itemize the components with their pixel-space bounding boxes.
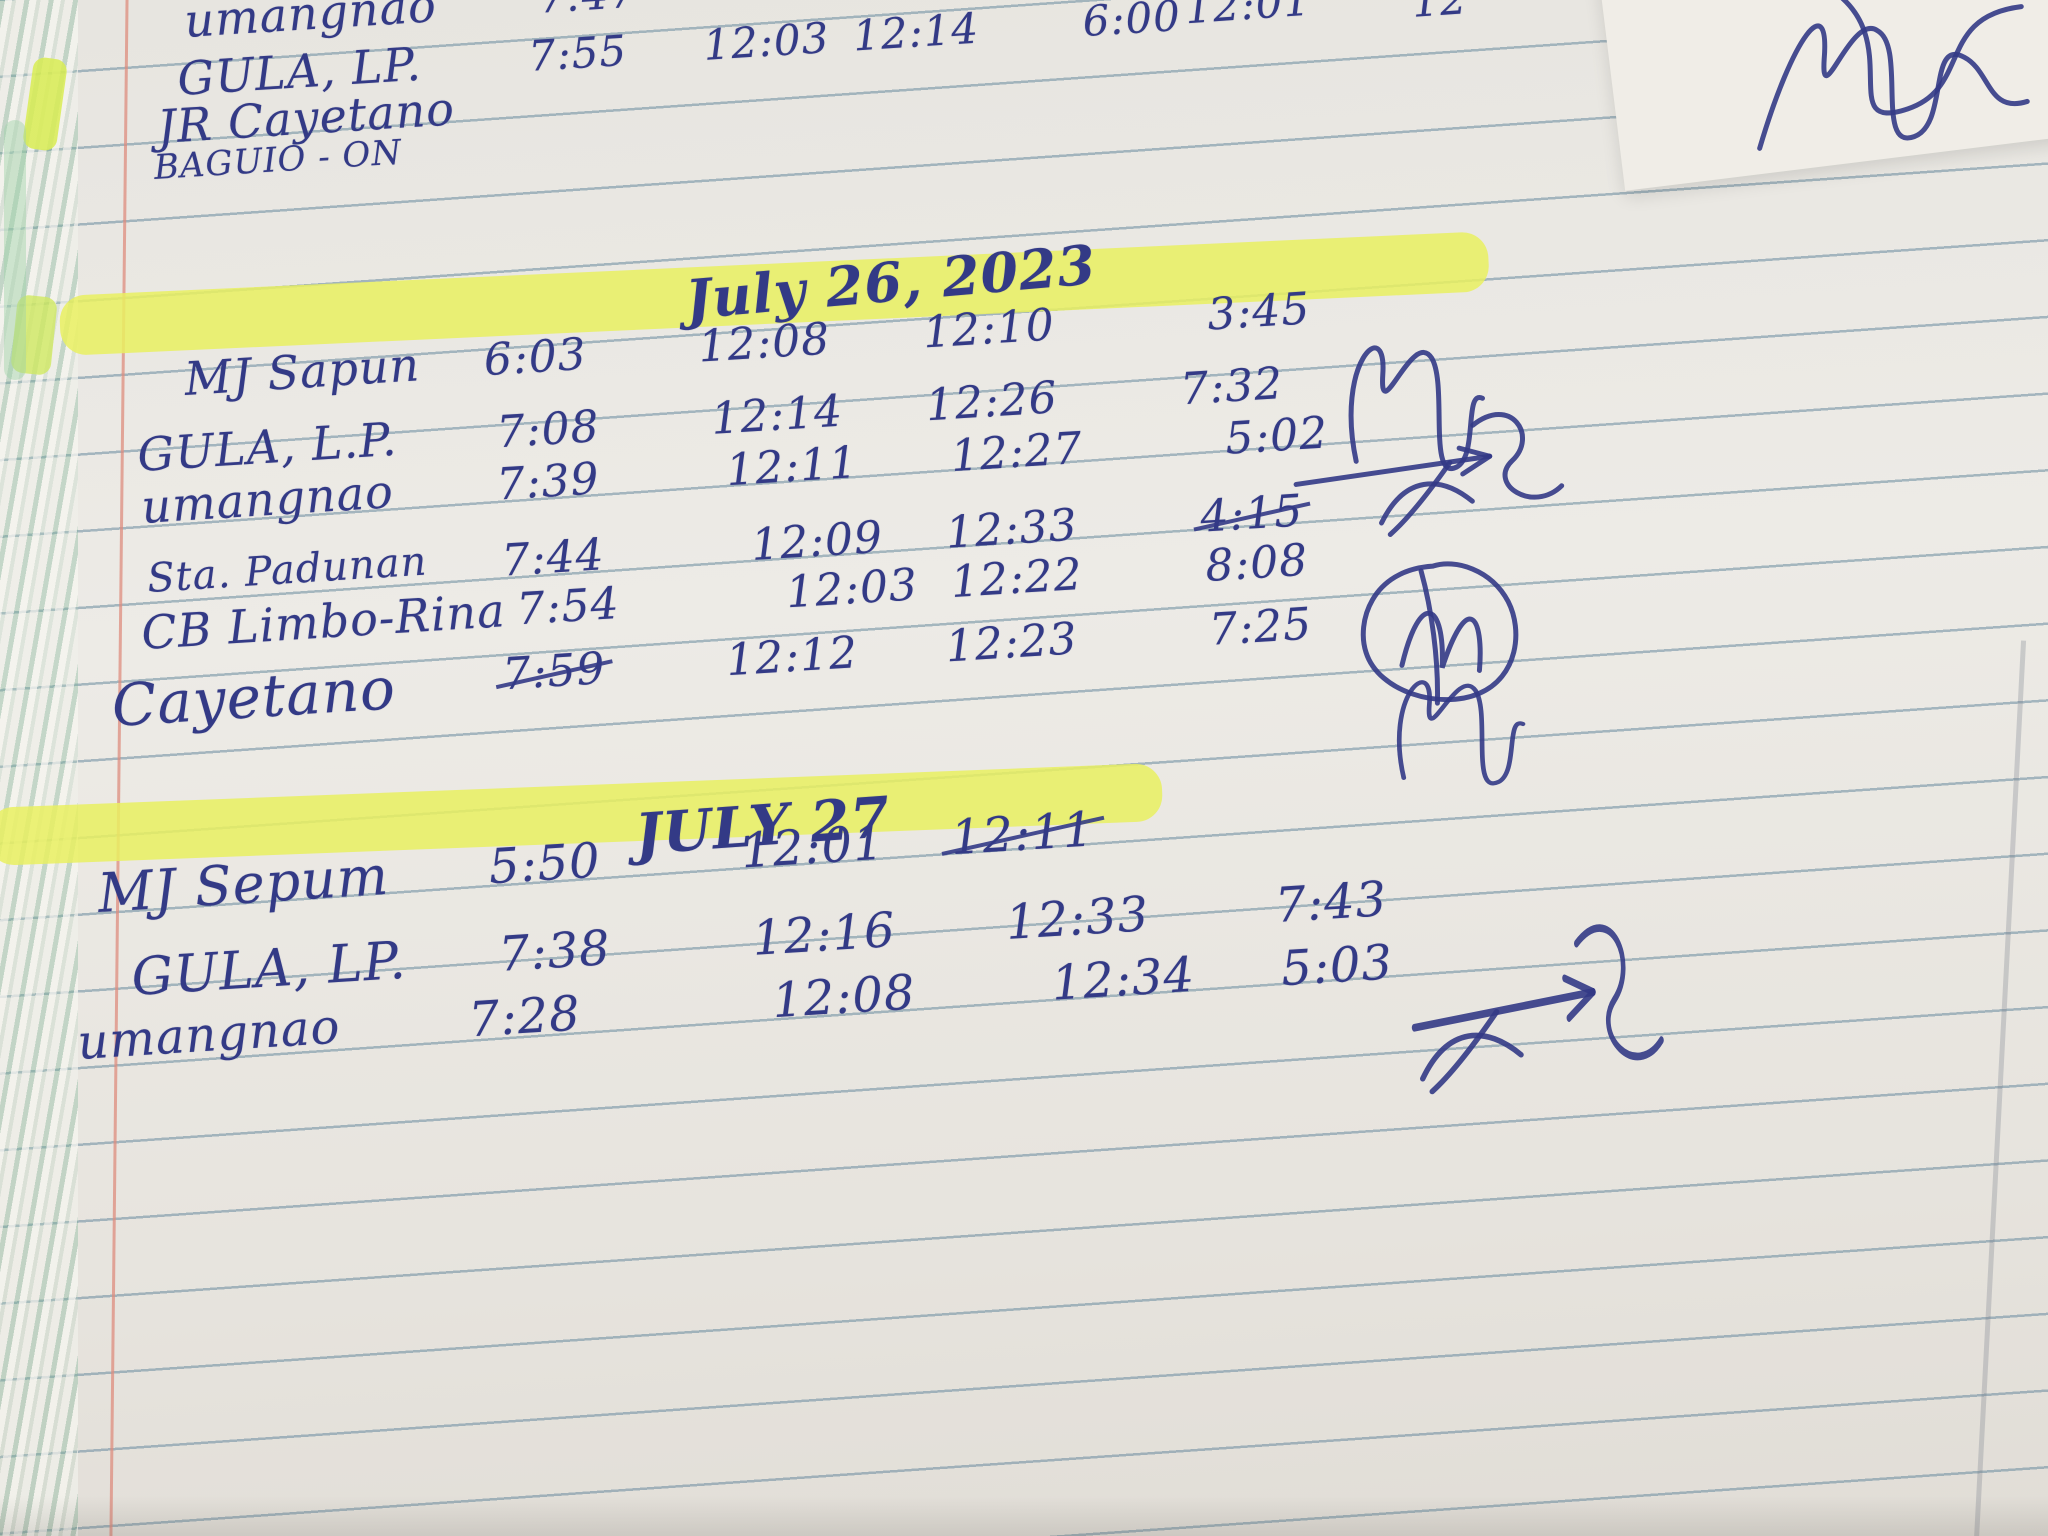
time-entry: 12:01 xyxy=(739,814,887,880)
time-entry: 6:03 xyxy=(482,328,589,387)
time-entry: 12:10 xyxy=(921,299,1057,359)
signature-x-scribble xyxy=(1405,996,1541,1104)
time-entry: 5:02 xyxy=(1223,407,1330,465)
page-stack-edge xyxy=(0,0,78,1536)
red-margin-line xyxy=(109,0,130,1536)
time-entry: 7:54 xyxy=(515,578,621,636)
time-entry: 7:38 xyxy=(497,919,613,983)
time-entry: 12:27 xyxy=(949,422,1085,483)
time-entry: 7:28 xyxy=(467,985,583,1049)
time-entry: 7:47 xyxy=(537,0,638,23)
signature-arrow-scribble xyxy=(1402,892,1674,1108)
time-entry: 3:45 xyxy=(1205,283,1312,341)
time-entry: 5:50 xyxy=(487,832,603,896)
time-entry: 12:08 xyxy=(770,964,918,1030)
time-entry: 7:43 xyxy=(1273,871,1389,934)
time-entry: 8:08 xyxy=(1203,534,1310,593)
time-entry: 12:11 xyxy=(724,436,860,497)
time-entry: 12:11 xyxy=(949,801,1096,867)
time-entry: 7:25 xyxy=(1207,598,1314,656)
page-edge-tint xyxy=(4,120,26,380)
time-entry: 12:08 xyxy=(696,313,832,373)
time-entry: 12:23 xyxy=(944,613,1080,673)
time-entry: 7:08 xyxy=(495,401,602,459)
time-entry: 12:22 xyxy=(949,548,1085,609)
signature-x-scribble xyxy=(1365,448,1490,545)
time-entry: 7:39 xyxy=(495,453,602,511)
time-entry: 7:32 xyxy=(1178,357,1285,416)
signature-circle-scribble xyxy=(1340,542,1535,723)
time-entry: 12:03 xyxy=(784,559,920,619)
time-entry: 12:16 xyxy=(750,902,898,967)
page-bottom-shadow xyxy=(0,1496,2048,1536)
time-entry: 12:34 xyxy=(1050,946,1197,1012)
time-entry: 12:12 xyxy=(724,627,860,687)
signature-loop-scribble xyxy=(1367,635,1537,805)
signature-arrow-scribble xyxy=(1286,389,1574,536)
time-entry: 7:59 xyxy=(501,642,607,701)
time-entry: 12:33 xyxy=(1004,886,1151,951)
time-entry: 5:03 xyxy=(1279,934,1395,998)
signature-scribble-scribble xyxy=(1734,0,2046,179)
